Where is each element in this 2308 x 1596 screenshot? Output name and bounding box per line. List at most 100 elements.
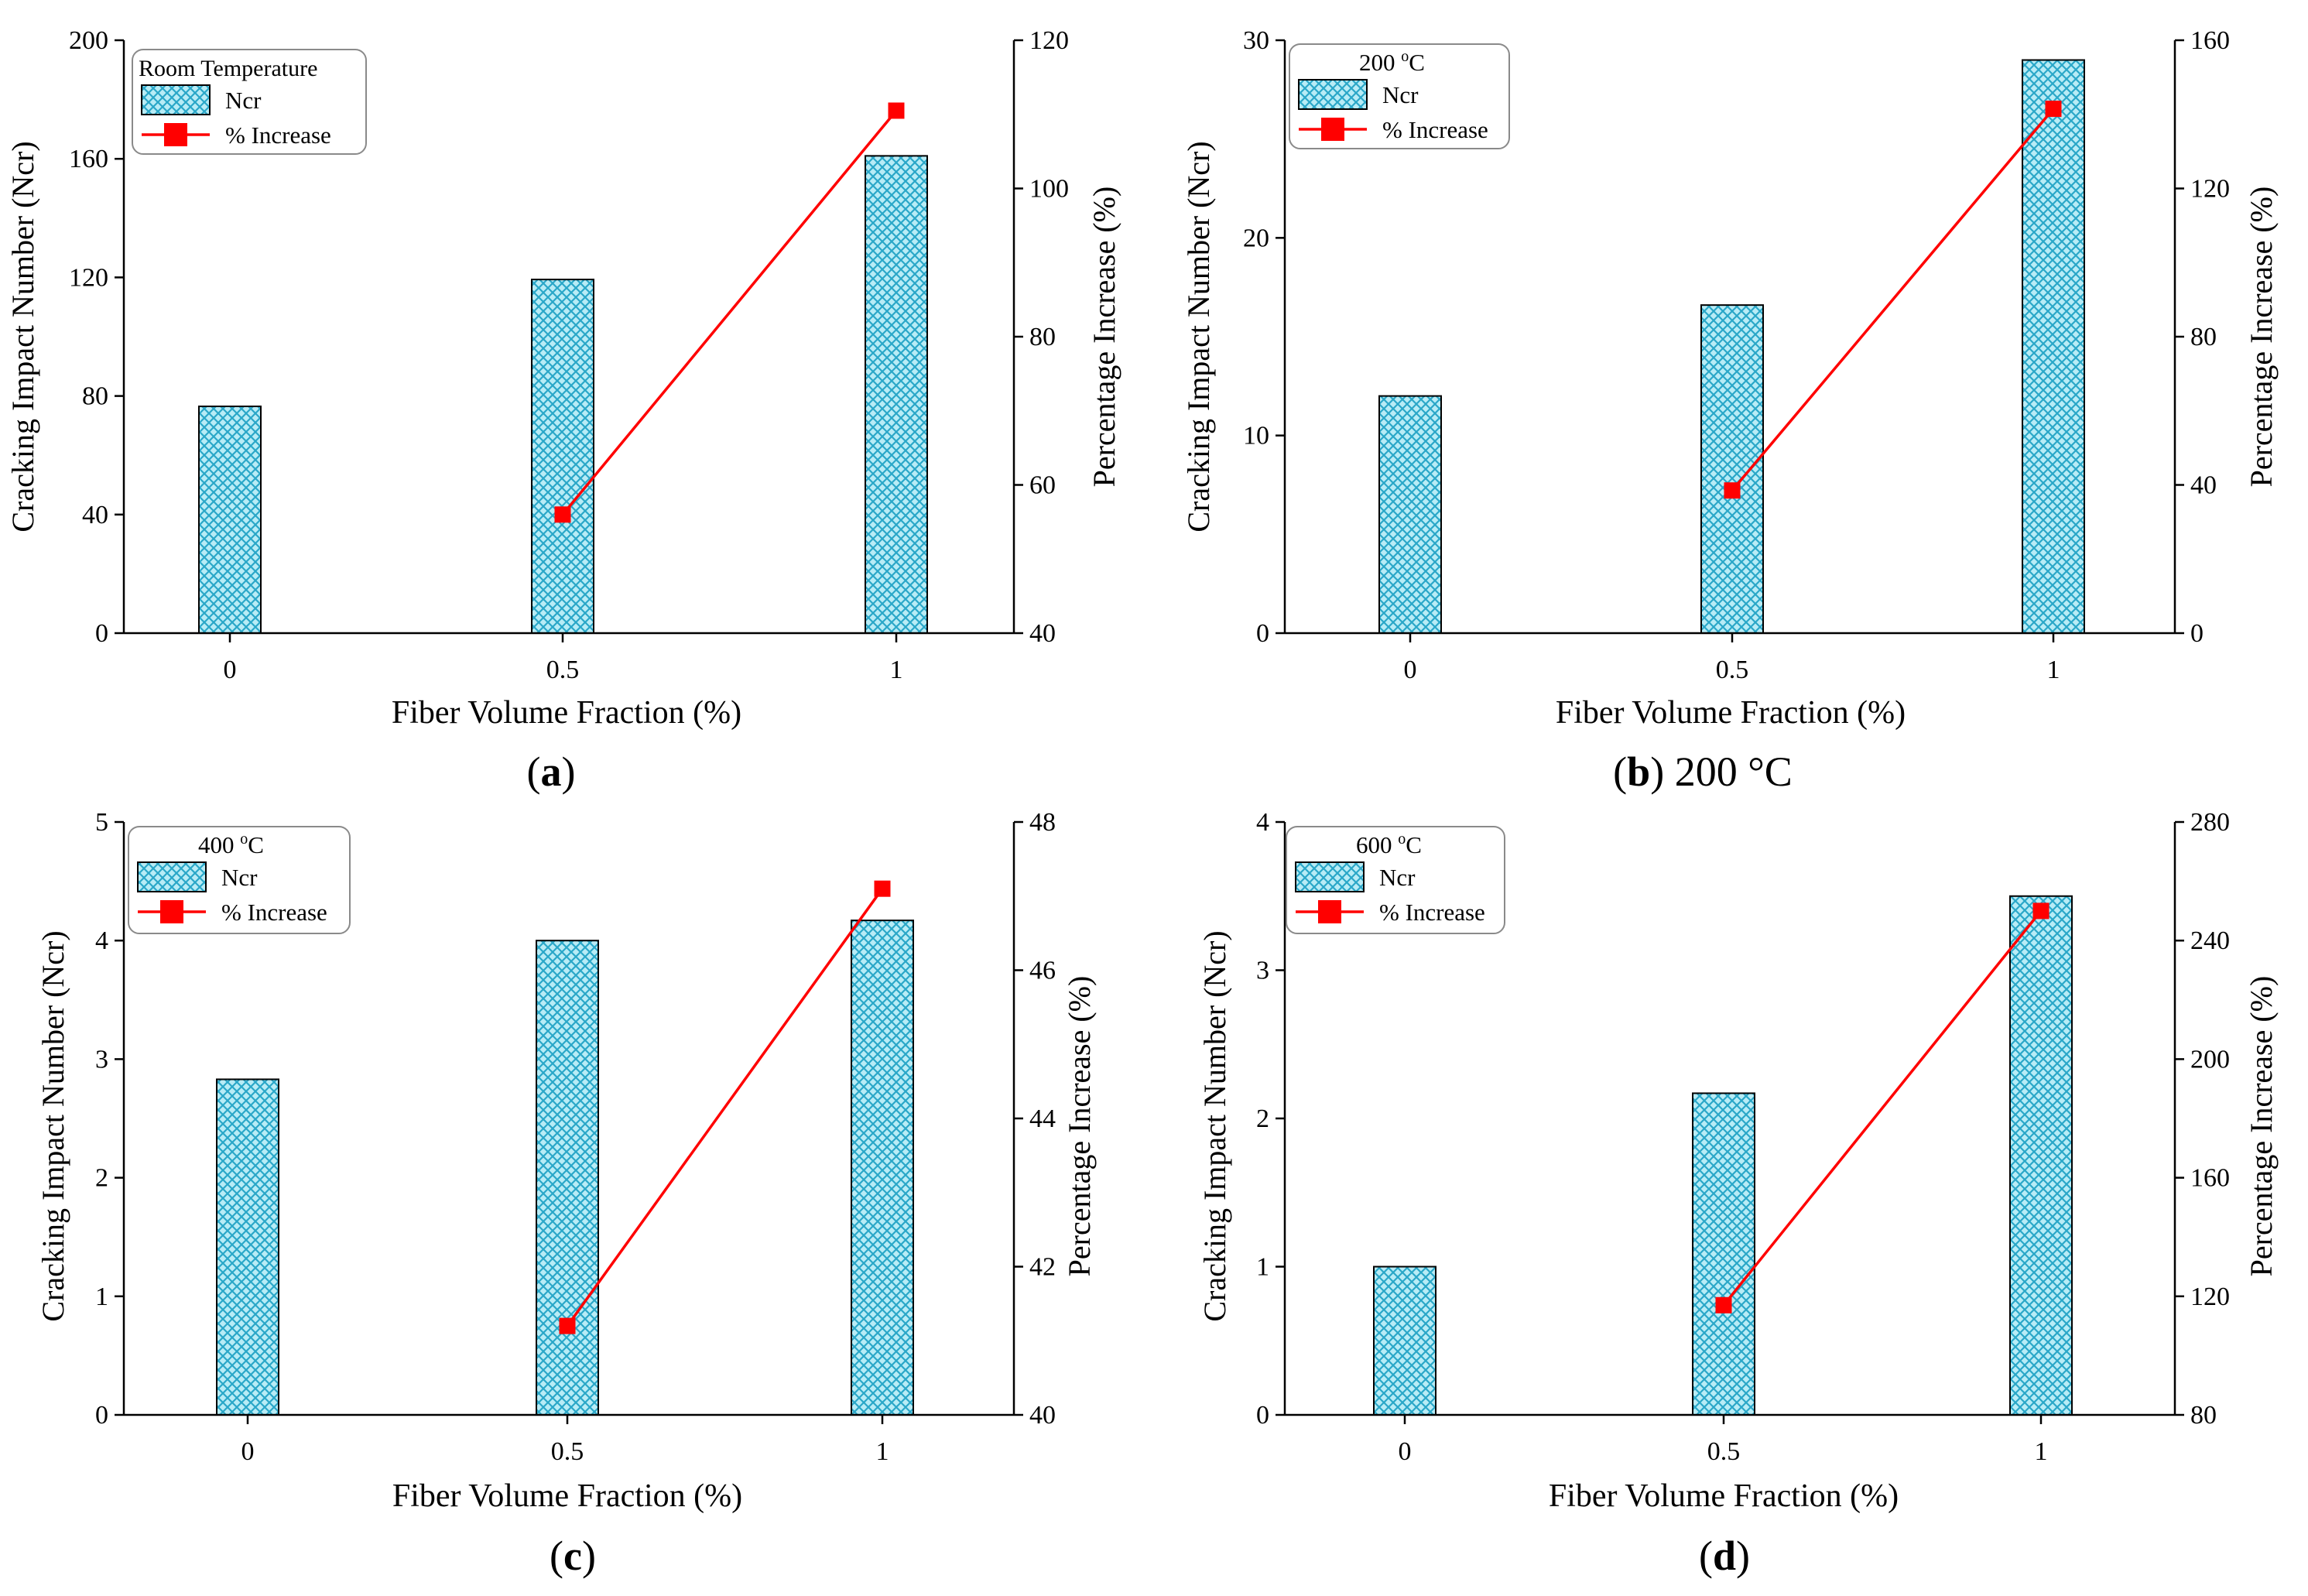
y-tick-label-left-a-2: 80	[82, 382, 108, 411]
bar-a-1	[531, 279, 594, 634]
bar-b-0	[1378, 395, 1442, 634]
y-tick-label-right-c-4: 48	[1029, 808, 1056, 837]
plot-area-a: 0 40 80 120 160 200 40 60 80 100 120 0 0.5 1	[69, 26, 1069, 684]
y-tick-label-left-d-1: 1	[1256, 1253, 1269, 1282]
y-tick-label-right-b-0: 0	[2190, 619, 2204, 648]
increase-marker-c-1	[874, 880, 891, 897]
y-axis-label-right-c: Percentage Increase (%)	[1062, 976, 1097, 1277]
legend-title-b: 200 oC	[1359, 48, 1425, 76]
bar-d-2	[2009, 895, 2073, 1416]
increase-marker-b-1	[2045, 101, 2062, 118]
y-tick-label-right-c-1: 42	[1029, 1253, 1056, 1282]
y-tick-label-right-c-2: 44	[1029, 1105, 1056, 1133]
bar-c-2	[851, 920, 914, 1416]
legend-line-marker-b	[1321, 118, 1344, 141]
legend-title-a: Room Temperature	[139, 56, 317, 81]
y-tick-label-right-d-3: 200	[2190, 1045, 2230, 1074]
caption-d: (d)	[1699, 1533, 1750, 1579]
bar-d-1	[1692, 1092, 1755, 1416]
caption-a: (a)	[527, 748, 576, 795]
x-tick-label-d-0: 0	[1399, 1437, 1412, 1466]
bar-c-1	[536, 940, 599, 1416]
y-tick-label-right-a-2: 80	[1029, 323, 1056, 351]
y-tick-label-left-c-5: 5	[95, 808, 108, 837]
y-axis-label-left-c: Cracking Impact Number (Ncr)	[36, 930, 70, 1321]
legend-line-marker-d	[1318, 900, 1341, 923]
x-tick-label-a-1: 0.5	[546, 656, 580, 684]
increase-line-b	[1731, 108, 2055, 491]
y-axis-label-right-a: Percentage Increase (%)	[1087, 187, 1121, 488]
increase-marker-a-1	[888, 102, 905, 119]
x-tick-label-b-0: 0	[1404, 656, 1417, 684]
legend-a: Room Temperature Ncr % Increase	[132, 49, 367, 155]
y-tick-label-right-d-0: 80	[2190, 1401, 2217, 1430]
caption-b: (b) 200 °C	[1613, 748, 1793, 795]
x-axis-label-d: Fiber Volume Fraction (%)	[1549, 1478, 1899, 1514]
panel-c: 0 1 2 3 4 5 40 42 44 46 48 0 0.5 1 400 oC Ncr % Incre…	[36, 808, 1097, 1579]
legend-box-a	[132, 49, 367, 155]
increase-line-c	[566, 888, 884, 1327]
panel-b: 0 10 20 30 0 40 80 120 160 0 0.5 1 200 oC Ncr % Inc…	[1181, 26, 2279, 795]
increase-line-d	[1722, 909, 2043, 1307]
legend-box-c	[128, 826, 351, 934]
y-tick-label-left-a-5: 200	[69, 26, 108, 55]
y-tick-label-left-a-3: 120	[69, 263, 108, 292]
y-tick-label-left-c-4: 4	[95, 926, 108, 955]
legend-title-d: 600 oC	[1356, 831, 1422, 858]
y-tick-label-right-b-2: 80	[2190, 323, 2217, 351]
increase-marker-c-0	[559, 1317, 576, 1334]
panel-a: 0 40 80 120 160 200 40 60 80 100 120 0 0.5 1 Room Tem…	[5, 26, 1121, 795]
y-tick-label-left-a-1: 40	[82, 501, 108, 529]
legend-d: 600 oC Ncr % Increase	[1286, 826, 1505, 934]
y-axis-label-right-b: Percentage Increase (%)	[2244, 187, 2279, 488]
legend-bar-swatch-d	[1295, 861, 1365, 892]
panel-d: 0 1 2 3 4 80 120 160 200 240 280 0 0.5 1 600 oC Ncr %…	[1197, 808, 2279, 1579]
legend-b: 200 oC Ncr % Increase	[1289, 43, 1510, 149]
x-axis-label-c: Fiber Volume Fraction (%)	[392, 1478, 742, 1514]
y-tick-label-right-a-0: 40	[1029, 619, 1056, 648]
y-tick-label-left-d-4: 4	[1256, 808, 1269, 837]
plot-area-c: 0 1 2 3 4 5 40 42 44 46 48 0 0.5 1	[95, 808, 1056, 1466]
y-tick-label-left-b-0: 0	[1256, 619, 1269, 648]
y-axis-label-left-d: Cracking Impact Number (Ncr)	[1197, 930, 1232, 1321]
x-tick-label-d-1: 0.5	[1707, 1437, 1741, 1466]
x-tick-label-d-2: 1	[2035, 1437, 2048, 1466]
y-tick-label-right-a-3: 100	[1029, 175, 1069, 204]
x-axis-label-b: Fiber Volume Fraction (%)	[1556, 695, 1906, 731]
y-tick-label-left-d-3: 3	[1256, 957, 1269, 985]
legend-line-marker-a	[164, 123, 187, 146]
y-tick-label-right-d-4: 240	[2190, 926, 2230, 955]
legend-line-label-d: % Increase	[1379, 899, 1485, 926]
x-tick-label-a-2: 1	[890, 656, 903, 684]
y-tick-label-right-a-1: 60	[1029, 471, 1056, 500]
y-tick-label-left-c-0: 0	[95, 1401, 108, 1430]
y-tick-label-left-a-4: 160	[69, 145, 108, 173]
x-tick-label-c-2: 1	[876, 1437, 889, 1466]
legend-bar-label-b: Ncr	[1382, 81, 1419, 108]
y-tick-label-right-d-2: 160	[2190, 1164, 2230, 1193]
y-axis-label-left-a: Cracking Impact Number (Ncr)	[5, 141, 40, 532]
legend-line-label-b: % Increase	[1382, 116, 1488, 143]
legend-bar-label-c: Ncr	[221, 864, 258, 891]
legend-line-label-a: % Increase	[225, 122, 331, 149]
y-tick-label-right-d-1: 120	[2190, 1283, 2230, 1311]
legend-c: 400 oC Ncr % Increase	[128, 826, 351, 934]
y-tick-label-right-d-5: 280	[2190, 808, 2230, 837]
y-tick-label-left-c-1: 1	[95, 1283, 108, 1311]
y-tick-label-right-a-4: 120	[1029, 26, 1069, 55]
y-tick-label-right-b-4: 160	[2190, 26, 2230, 55]
bar-b-2	[2022, 59, 2085, 635]
x-tick-label-c-1: 0.5	[551, 1437, 584, 1466]
y-tick-label-left-d-2: 2	[1256, 1105, 1269, 1133]
x-tick-label-b-1: 0.5	[1716, 656, 1749, 684]
legend-line-marker-c	[160, 900, 183, 923]
legend-title-c: 400 oC	[198, 831, 264, 858]
legend-bar-swatch-c	[137, 861, 207, 892]
legend-bar-swatch-b	[1298, 79, 1368, 110]
legend-bar-label-a: Ncr	[225, 87, 262, 114]
y-axis-label-right-d: Percentage Increase (%)	[2244, 976, 2279, 1277]
y-tick-label-left-b-1: 10	[1243, 422, 1269, 450]
bar-a-2	[865, 155, 928, 634]
x-axis-label-a: Fiber Volume Fraction (%)	[392, 695, 741, 731]
